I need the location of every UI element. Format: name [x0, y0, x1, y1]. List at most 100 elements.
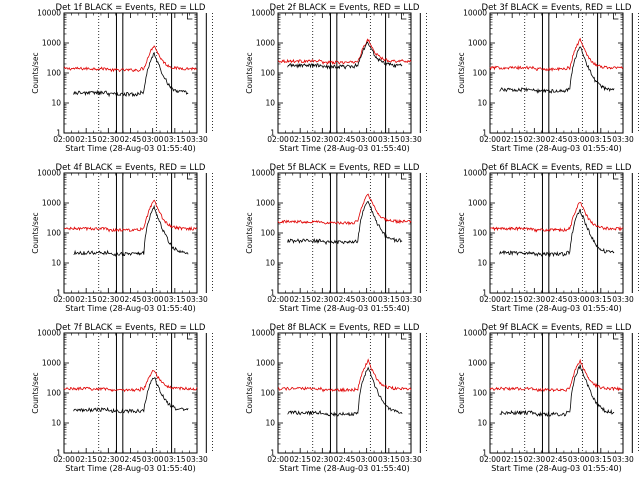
x-tick-label: 02:45 — [120, 455, 142, 464]
y-tick-label: 10000 — [463, 329, 487, 338]
x-axis-label: Start Time (28-Aug-03 01:55:40) — [279, 304, 410, 313]
x-tick-label: 02:30 — [312, 295, 334, 304]
x-tick-label: 03:15 — [378, 135, 400, 144]
x-tick-label: 02:00 — [53, 455, 75, 464]
y-tick-label: 100 — [47, 229, 62, 238]
x-tick-label: 02:00 — [267, 135, 289, 144]
y-tick-label: 10 — [51, 419, 61, 428]
y-tick-label: 100 — [261, 389, 276, 398]
y-tick-label: 1000 — [468, 199, 487, 208]
y-tick-label: 1 — [482, 449, 487, 458]
x-axis-label: Start Time (28-Aug-03 01:55:40) — [65, 464, 196, 473]
x-tick-label: 02:45 — [334, 455, 356, 464]
lld-series-line — [63, 45, 198, 73]
detector-panel: Det 5f BLACK = Events, RED = LLD 1 10 100 10… — [245, 163, 427, 313]
y-tick-label: 10000 — [37, 9, 61, 18]
detector-panel: Det 1f BLACK = Events, RED = LLD 1 10 100 10… — [31, 3, 213, 153]
lld-series-line — [489, 37, 624, 72]
x-tick-label: 02:15 — [75, 135, 97, 144]
y-tick-label: 1 — [56, 289, 61, 298]
y-tick-label: 1 — [270, 449, 275, 458]
y-tick-label: 1000 — [468, 39, 487, 48]
lld-series-line — [489, 202, 624, 233]
corner-marker — [400, 13, 407, 20]
x-tick-label: 03:00 — [356, 455, 378, 464]
x-tick-label: 02:45 — [334, 135, 356, 144]
x-tick-label: 03:15 — [378, 455, 400, 464]
x-tick-label: 03:15 — [164, 295, 186, 304]
events-series-line — [287, 41, 403, 70]
x-tick-label: 02:00 — [267, 455, 289, 464]
x-tick-label: 02:00 — [267, 295, 289, 304]
y-tick-label: 10 — [265, 99, 275, 108]
y-tick-label: 1000 — [256, 39, 275, 48]
x-tick-label: 02:45 — [546, 455, 568, 464]
x-tick-label: 02:00 — [479, 295, 501, 304]
corner-marker — [400, 333, 407, 340]
x-tick-label: 03:00 — [356, 135, 378, 144]
y-tick-label: 10 — [477, 419, 487, 428]
corner-marker — [400, 173, 407, 180]
x-tick-label: 03:30 — [612, 135, 634, 144]
events-series-line — [73, 51, 189, 98]
y-tick-label: 10000 — [37, 169, 61, 178]
x-tick-label: 02:45 — [120, 135, 142, 144]
y-tick-label: 10000 — [251, 169, 275, 178]
x-tick-label: 03:00 — [568, 295, 590, 304]
y-axis-label: Counts/sec — [457, 52, 466, 93]
x-axis-label: Start Time (28-Aug-03 01:55:40) — [65, 304, 196, 313]
x-tick-label: 03:30 — [186, 295, 208, 304]
x-tick-label: 03:00 — [142, 295, 164, 304]
x-tick-label: 02:30 — [98, 295, 120, 304]
y-axis-label: Counts/sec — [245, 52, 254, 93]
y-axis-label: Counts/sec — [31, 212, 40, 253]
lld-series-line — [63, 369, 198, 393]
y-tick-label: 1000 — [42, 199, 61, 208]
y-tick-label: 10000 — [251, 9, 275, 18]
y-tick-label: 10 — [265, 419, 275, 428]
x-tick-label: 02:00 — [479, 455, 501, 464]
y-tick-label: 1 — [56, 449, 61, 458]
x-axis-label: Start Time (28-Aug-03 01:55:40) — [279, 464, 410, 473]
x-tick-label: 03:15 — [590, 295, 612, 304]
corner-marker — [186, 333, 193, 340]
panel-title: Det 3f BLACK = Events, RED = LLD — [482, 3, 632, 13]
panel-title: Det 1f BLACK = Events, RED = LLD — [56, 3, 206, 13]
x-tick-label: 03:00 — [568, 455, 590, 464]
y-tick-label: 1 — [482, 129, 487, 138]
events-series-line — [73, 377, 189, 414]
detector-panel: Det 2f BLACK = Events, RED = LLD 1 10 100 10… — [245, 3, 427, 153]
y-axis-label: Counts/sec — [31, 52, 40, 93]
x-axis-label: Start Time (28-Aug-03 01:55:40) — [65, 144, 196, 153]
x-tick-label: 02:15 — [75, 295, 97, 304]
x-tick-label: 02:30 — [312, 135, 334, 144]
y-tick-label: 100 — [47, 69, 62, 78]
x-tick-label: 02:30 — [524, 135, 546, 144]
y-axis-label: Counts/sec — [31, 372, 40, 413]
lld-series-line — [489, 358, 624, 393]
x-tick-label: 03:00 — [356, 295, 378, 304]
events-series-line — [287, 200, 403, 246]
y-tick-label: 100 — [47, 389, 62, 398]
y-tick-label: 1000 — [256, 359, 275, 368]
x-axis-label: Start Time (28-Aug-03 01:55:40) — [491, 304, 622, 313]
corner-marker — [612, 333, 619, 340]
y-tick-label: 10 — [477, 99, 487, 108]
y-tick-label: 10 — [51, 99, 61, 108]
panel-title: Det 4f BLACK = Events, RED = LLD — [56, 163, 206, 173]
y-tick-label: 100 — [473, 229, 488, 238]
x-tick-label: 02:15 — [501, 295, 523, 304]
panel-title: Det 5f BLACK = Events, RED = LLD — [270, 163, 420, 173]
lld-series-line — [277, 38, 412, 65]
x-tick-label: 03:30 — [400, 455, 422, 464]
y-tick-label: 1000 — [256, 199, 275, 208]
x-tick-label: 03:15 — [590, 135, 612, 144]
x-tick-label: 02:15 — [289, 135, 311, 144]
y-tick-label: 10 — [477, 259, 487, 268]
lld-series-line — [277, 193, 412, 226]
panel-title: Det 8f BLACK = Events, RED = LLD — [270, 323, 420, 333]
x-tick-label: 03:30 — [400, 135, 422, 144]
lld-series-line — [277, 358, 412, 393]
x-tick-label: 02:15 — [501, 455, 523, 464]
